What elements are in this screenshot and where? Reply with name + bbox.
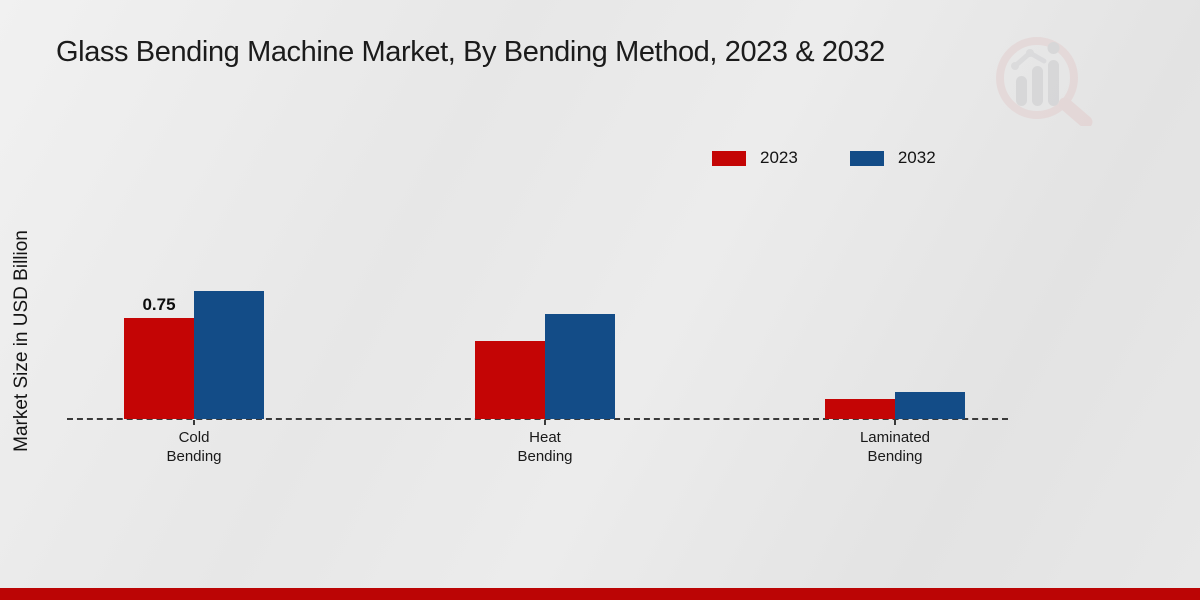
legend-label: 2032 [897, 148, 936, 167]
chart-title: Glass Bending Machine Market, By Bending… [56, 36, 885, 68]
x-axis-tick-heat-bending [544, 420, 546, 425]
category-label-heat-bending: Heat Bending [517, 429, 573, 465]
legend-item-2032: 2032 [849, 148, 936, 168]
legend-item-2023: 2023 [712, 148, 798, 168]
x-axis-tick-laminated-bending [894, 420, 896, 425]
chart-legend: 2023 2032 [712, 148, 936, 168]
bar-2032-laminated-bending [895, 392, 965, 419]
legend-label: 2023 [760, 148, 798, 167]
x-axis-baseline [67, 418, 1008, 420]
bar-2032-cold-bending [194, 291, 264, 419]
magnifier-bar-chart-watermark-icon [996, 37, 1093, 126]
footer-red-band [0, 588, 1200, 600]
legend-swatch-2023 [712, 150, 746, 166]
category-label-cold-bending: Cold Bending [166, 429, 222, 465]
x-axis-tick-cold-bending [193, 420, 195, 425]
bar-2023-cold-bending [124, 318, 194, 419]
legend-swatch-2032 [849, 150, 884, 166]
bar-2032-heat-bending [545, 314, 615, 419]
bar-2023-heat-bending [475, 341, 545, 419]
category-label-laminated-bending: Laminated Bending [859, 429, 931, 465]
bar-value-label-2023-cold-bending: 0.75 [142, 295, 176, 314]
bar-2023-laminated-bending [825, 399, 895, 419]
